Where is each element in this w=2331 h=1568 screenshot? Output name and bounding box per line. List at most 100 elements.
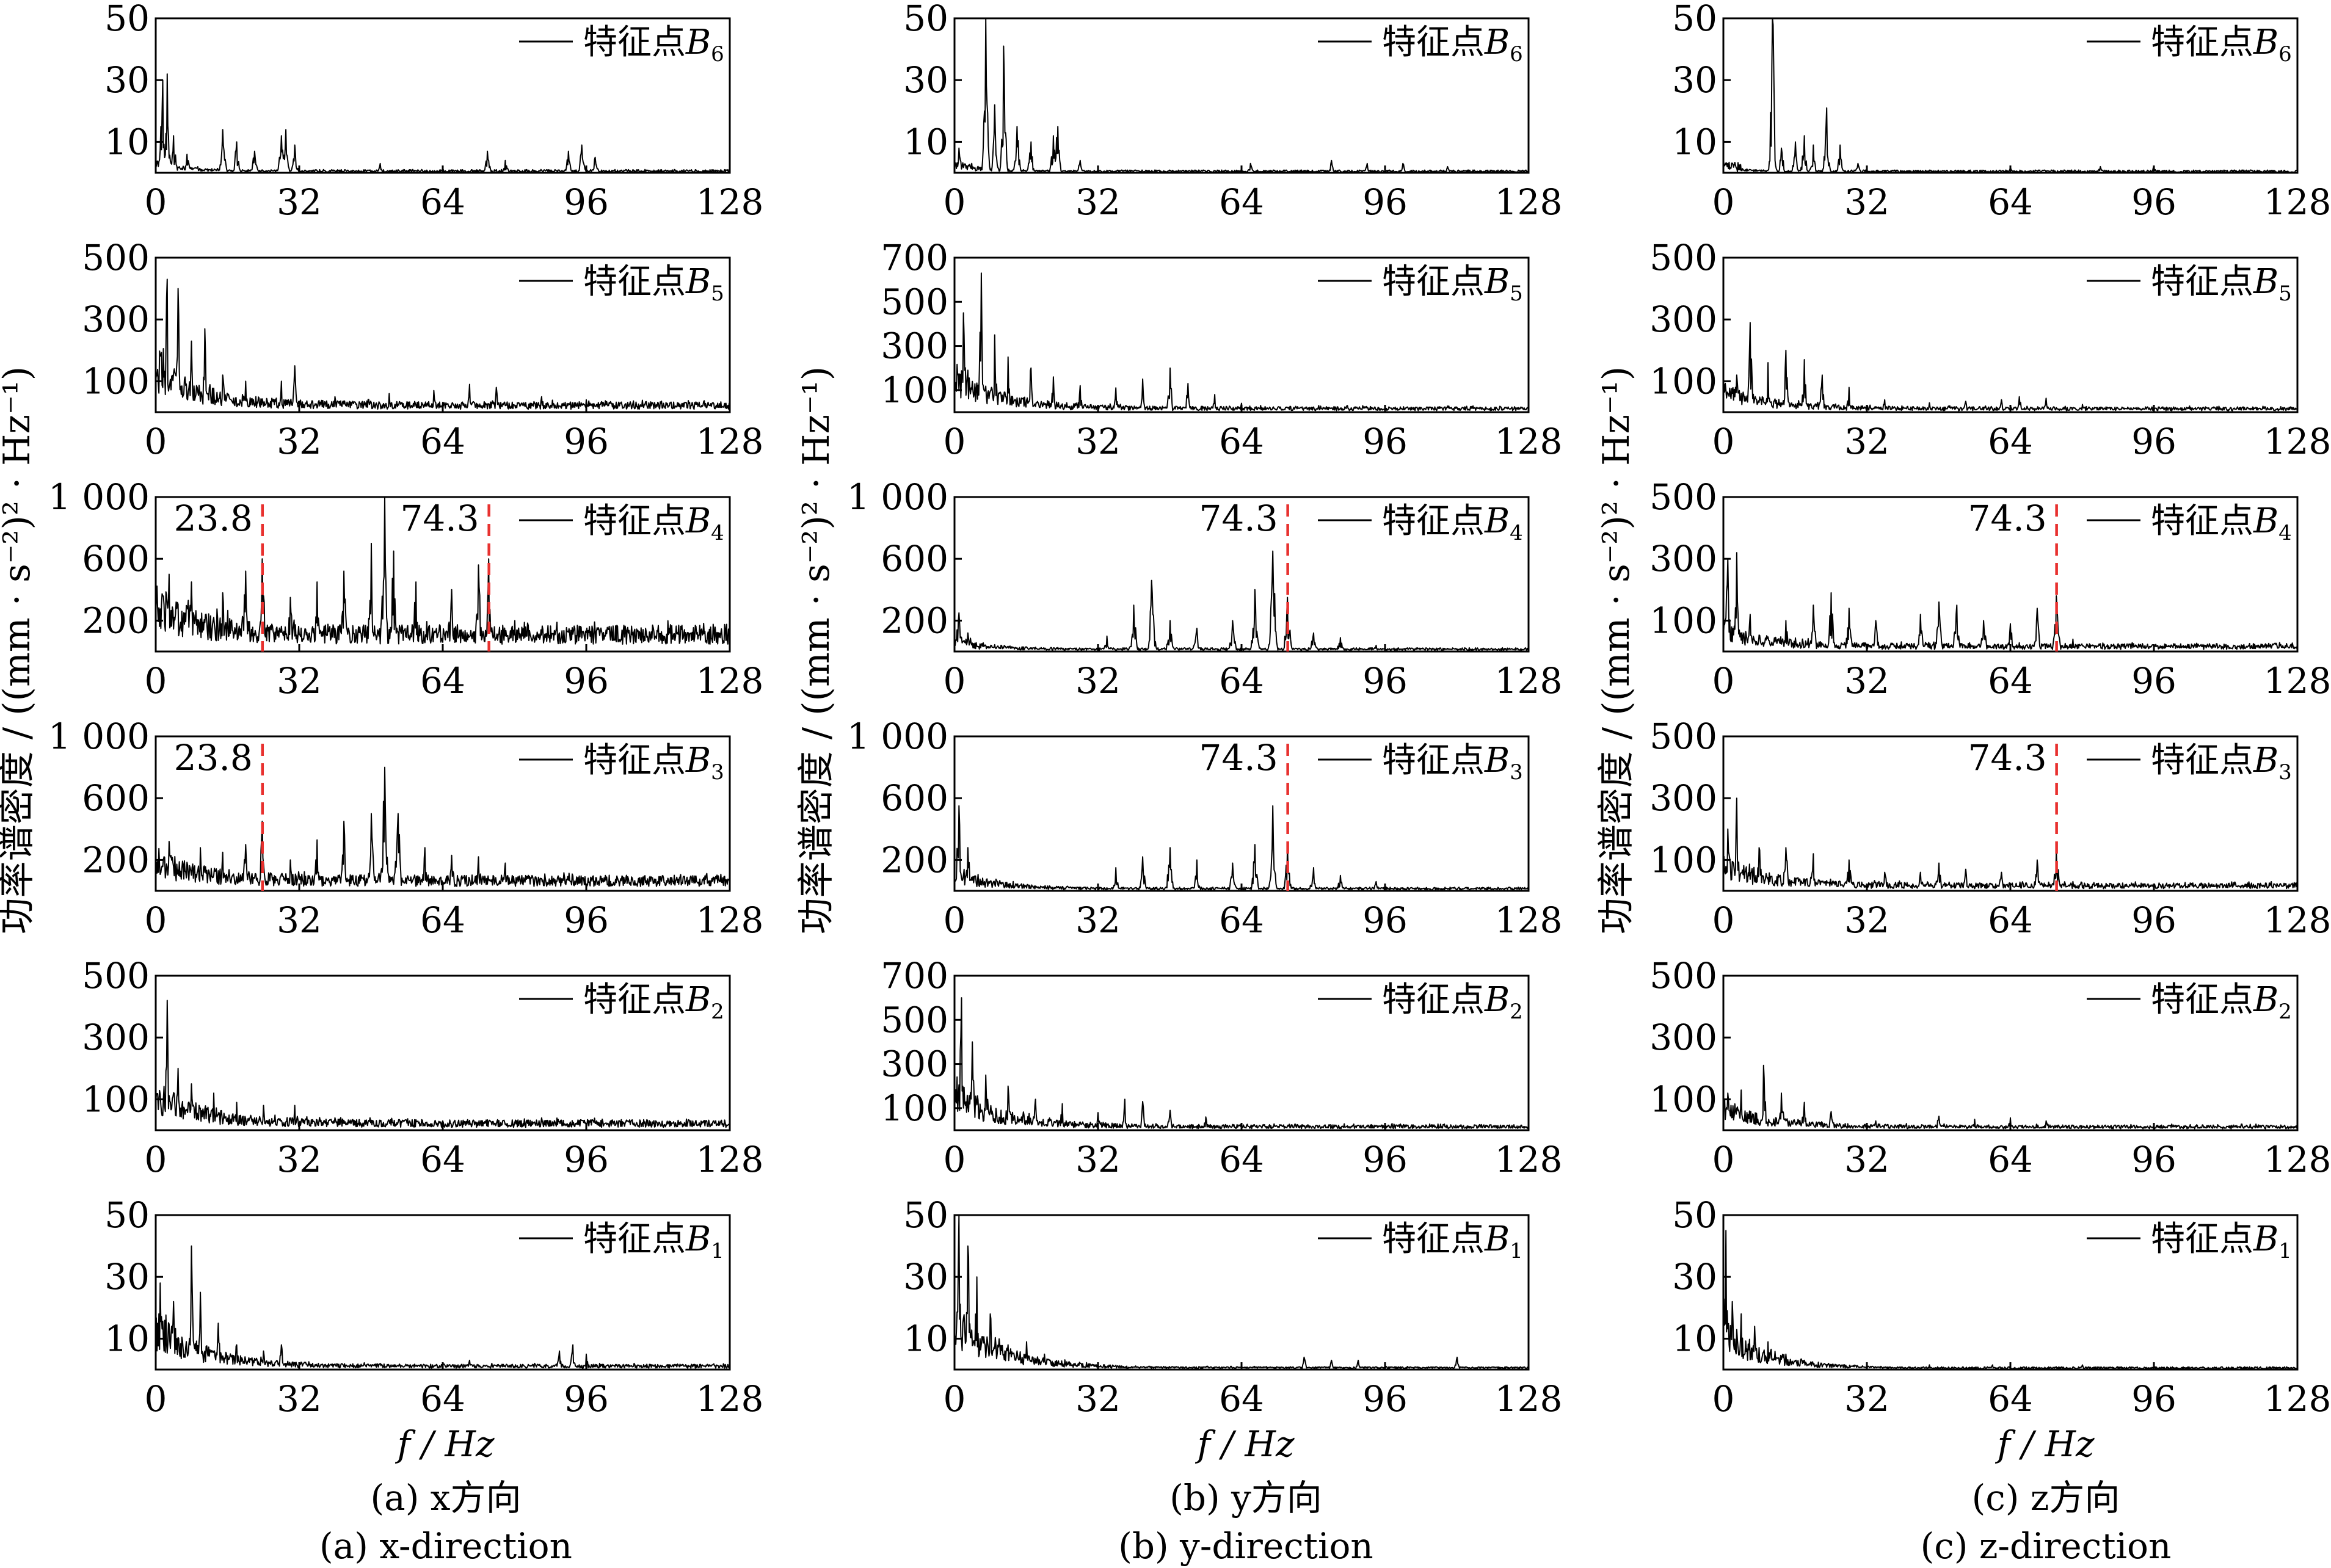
legend-background	[1312, 261, 1522, 304]
x-tick-label: 32	[277, 1378, 322, 1420]
x-tick-label: 32	[277, 421, 322, 462]
legend-label: 特征点B4	[2151, 501, 2292, 545]
panel-x-B3: 0 32 64 96 128 200 600 1 000 23.8 特征点B3	[48, 716, 763, 941]
x-tick-label: 64	[1988, 421, 2033, 462]
x-tick-label: 128	[1495, 421, 1563, 462]
x-tick-label: 96	[1362, 1139, 1408, 1180]
y-tick-label: 50	[1672, 1194, 1717, 1236]
x-tick-label: 96	[2131, 421, 2176, 462]
x-tick-label: 128	[2264, 1139, 2331, 1180]
legend-background	[1312, 740, 1522, 783]
legend-background	[513, 740, 724, 783]
x-tick-label: 32	[1075, 421, 1121, 462]
x-tick-label: 64	[1219, 421, 1264, 462]
x-tick-label: 0	[145, 181, 167, 223]
caption-zh-y-direction: (b) y方向	[1169, 1477, 1322, 1519]
legend-label: 特征点B2	[1382, 980, 1523, 1024]
x-tick-label: 0	[1712, 1139, 1735, 1180]
x-tick-label: 64	[1219, 899, 1264, 941]
y-tick-label: 600	[881, 538, 948, 579]
x-tick-label: 128	[1495, 1139, 1563, 1180]
panel-z-B2: 0 32 64 96 128 100 300 500 特征点B2	[1649, 955, 2331, 1180]
x-tick-label: 32	[1844, 421, 1889, 462]
y-tick-label: 100	[1649, 600, 1717, 641]
x-tick-label: 96	[1362, 181, 1408, 223]
y-axis-title-y-direction: 功率谱密度 / ((mm · s⁻²)² · Hz⁻¹)	[795, 366, 838, 934]
x-tick-label: 0	[944, 899, 966, 941]
x-tick-label: 0	[145, 899, 167, 941]
psd-series-line	[954, 18, 1529, 173]
x-tick-label: 0	[145, 1378, 167, 1420]
legend-background	[2081, 979, 2291, 1022]
x-tick-label: 64	[420, 1378, 465, 1420]
panel-y-B1: 0 32 64 96 128 10 30 50 特征点B1	[903, 1194, 1562, 1420]
panel-y-B4: 0 32 64 96 128 200 600 1 000 74.3 特征点B4	[847, 476, 1562, 702]
y-tick-label: 300	[1649, 538, 1717, 579]
legend-label: 特征点B3	[1382, 741, 1523, 785]
y-tick-label: 200	[82, 839, 150, 880]
peak-marker-label: 74.3	[1968, 498, 2047, 539]
legend-background	[1312, 501, 1522, 543]
x-tick-label: 128	[696, 1378, 764, 1420]
legend-label: 特征点B4	[583, 501, 724, 545]
y-tick-label: 50	[1672, 0, 1717, 39]
x-tick-label: 32	[277, 181, 322, 223]
psd-series-line	[1723, 1064, 2298, 1130]
legend-label: 特征点B1	[583, 1219, 724, 1263]
y-tick-label: 50	[903, 1194, 948, 1236]
legend-label: 特征点B5	[1382, 262, 1523, 306]
y-tick-label: 300	[881, 1044, 948, 1085]
x-tick-label: 64	[1988, 899, 2033, 941]
x-tick-label: 0	[944, 421, 966, 462]
y-tick-label: 50	[104, 0, 150, 39]
y-tick-label: 10	[104, 121, 150, 162]
legend-background	[2081, 22, 2291, 65]
caption-zh-z-direction: (c) z方向	[1972, 1477, 2120, 1519]
x-tick-label: 32	[1075, 1378, 1121, 1420]
x-tick-label: 64	[420, 899, 465, 941]
panel-z-B6: 0 32 64 96 128 10 30 50 特征点B6	[1672, 0, 2331, 223]
psd-series-line	[155, 1000, 730, 1128]
y-tick-label: 100	[1649, 360, 1717, 402]
x-tick-label: 96	[564, 1378, 609, 1420]
x-tick-label: 32	[1844, 1378, 1889, 1420]
x-tick-label: 32	[1844, 1139, 1889, 1180]
legend-background	[1312, 979, 1522, 1022]
x-tick-label: 0	[145, 1139, 167, 1180]
x-tick-label: 32	[277, 660, 322, 702]
panel-z-B4: 0 32 64 96 128 100 300 500 74.3 特征点B4	[1649, 476, 2331, 702]
y-axis-title-x-direction: 功率谱密度 / ((mm · s⁻²)² · Hz⁻¹)	[0, 366, 38, 934]
legend-background	[513, 261, 724, 304]
x-tick-label: 64	[420, 181, 465, 223]
y-tick-label: 100	[881, 369, 948, 411]
x-tick-label: 128	[696, 421, 764, 462]
x-tick-label: 64	[420, 1139, 465, 1180]
x-axis-title-y-direction: f / Hz	[1195, 1423, 1294, 1465]
peak-marker-label: 74.3	[1199, 737, 1278, 779]
y-tick-label: 300	[82, 1017, 150, 1058]
x-tick-label: 96	[1362, 1378, 1408, 1420]
y-tick-label: 1 000	[847, 476, 948, 518]
legend-background	[1312, 1219, 1522, 1261]
legend-label: 特征点B6	[583, 23, 724, 67]
y-tick-label: 500	[1649, 476, 1717, 518]
psd-series-line	[954, 272, 1529, 412]
y-tick-label: 1 000	[847, 716, 948, 757]
x-tick-label: 128	[2264, 899, 2331, 941]
y-tick-label: 500	[1649, 955, 1717, 996]
legend-label: 特征点B6	[1382, 23, 1523, 67]
x-tick-label: 32	[1075, 181, 1121, 223]
psd-series-line	[1723, 797, 2298, 890]
y-tick-label: 30	[903, 1256, 948, 1298]
psd-series-line	[1723, 322, 2298, 412]
x-tick-label: 96	[2131, 1378, 2176, 1420]
x-tick-label: 0	[1712, 421, 1735, 462]
legend-background	[2081, 261, 2291, 304]
x-tick-label: 64	[1219, 181, 1264, 223]
x-tick-label: 128	[696, 181, 764, 223]
y-tick-label: 50	[903, 0, 948, 39]
x-tick-label: 32	[1075, 899, 1121, 941]
legend-label: 特征点B4	[1382, 501, 1523, 545]
x-tick-label: 64	[1988, 1139, 2033, 1180]
